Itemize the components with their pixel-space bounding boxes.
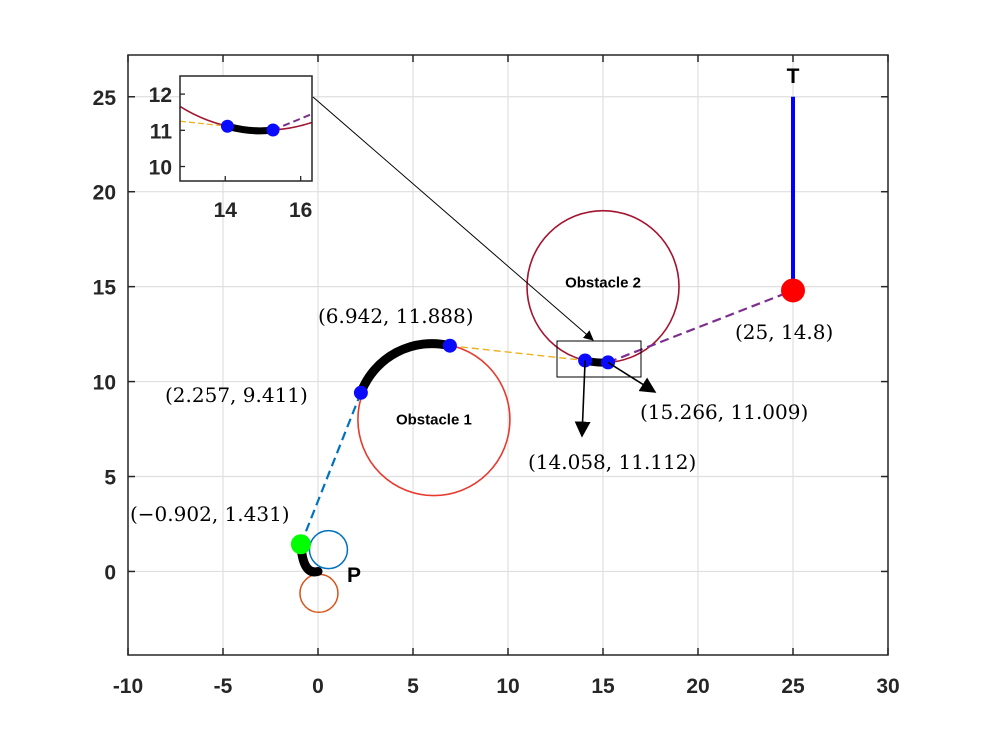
- tangent-point: [442, 338, 457, 353]
- paths: [296, 96, 795, 577]
- turn-circle: [299, 573, 339, 614]
- label-start: P: [347, 564, 361, 587]
- grid: [127, 55, 889, 655]
- arrow-to-label-4: [607, 361, 657, 393]
- y-tick-label: 25: [93, 87, 117, 110]
- x-tick-label: -10: [113, 675, 143, 698]
- inset-box: [179, 75, 313, 182]
- zoom-arrow: [312, 96, 594, 341]
- label-obstacle-2: Obstacle 2: [565, 275, 641, 292]
- label-green-point: (−0.902, 1.431): [130, 502, 290, 526]
- tangent-point: [353, 385, 368, 400]
- x-tick-label: 30: [876, 675, 899, 698]
- x-tick-label: 5: [407, 675, 419, 698]
- label-blue-point-1: (2.257, 9.411): [165, 383, 308, 407]
- y-tick-label: 20: [93, 182, 116, 205]
- annotations: (−0.902, 1.431) (2.257, 9.411) (6.942, 11.…: [130, 65, 833, 587]
- label-target: T: [787, 65, 800, 88]
- x-tick-label: 25: [781, 675, 805, 698]
- y-tick-label: 0: [104, 561, 116, 584]
- inset-tangent-point: [266, 123, 280, 137]
- inset-x-tick-label: 14: [214, 199, 238, 222]
- axes: -10 -5 0 5 10 15 20 25 30 0 5 10 15 20 25: [93, 54, 900, 698]
- label-blue-point-2: (6.942, 11.888): [318, 304, 474, 328]
- inset-zoom: 14 16 10 11 12: [149, 75, 313, 222]
- inset-tangent-yellow: [180, 120, 228, 127]
- label-blue-point-4: (15.266, 11.009): [640, 400, 808, 424]
- label-blue-point-3: (14.058, 11.112): [528, 450, 696, 474]
- inset-y-tick-label: 11: [150, 120, 173, 143]
- turn-circle: [308, 529, 349, 570]
- x-tick-label: 10: [496, 675, 519, 698]
- y-tick-label: 5: [104, 467, 116, 490]
- label-obstacle-1: Obstacle 1: [396, 412, 472, 429]
- obstacles: [299, 209, 680, 614]
- y-tick-label: 15: [93, 277, 117, 300]
- x-tick-label: -5: [214, 675, 233, 698]
- points: [290, 278, 805, 555]
- inset-y-tick-label: 12: [149, 84, 172, 107]
- y-tick-label: 10: [93, 372, 116, 395]
- arc-obstacle-1: [356, 339, 455, 398]
- tangent-segment-3: [607, 289, 794, 364]
- tangent-segment-2: [449, 345, 586, 362]
- inset-y-tick-label: 10: [149, 157, 172, 180]
- target-point-red: [781, 278, 805, 303]
- arrow-to-label-3: [574, 360, 591, 438]
- inset-tangent-point: [220, 119, 234, 133]
- inset-content: [180, 105, 312, 137]
- tangent-segment-1: [299, 392, 362, 545]
- zoom-box: [556, 340, 642, 378]
- x-tick-label: 15: [591, 675, 615, 698]
- label-red-point: (25, 14.8): [735, 320, 833, 344]
- start-point-green: [290, 534, 311, 555]
- x-tick-label: 0: [312, 675, 324, 698]
- inset-tangent-purple: [272, 113, 312, 131]
- inset-x-tick-label: 16: [289, 199, 312, 222]
- x-tick-label: 20: [686, 675, 709, 698]
